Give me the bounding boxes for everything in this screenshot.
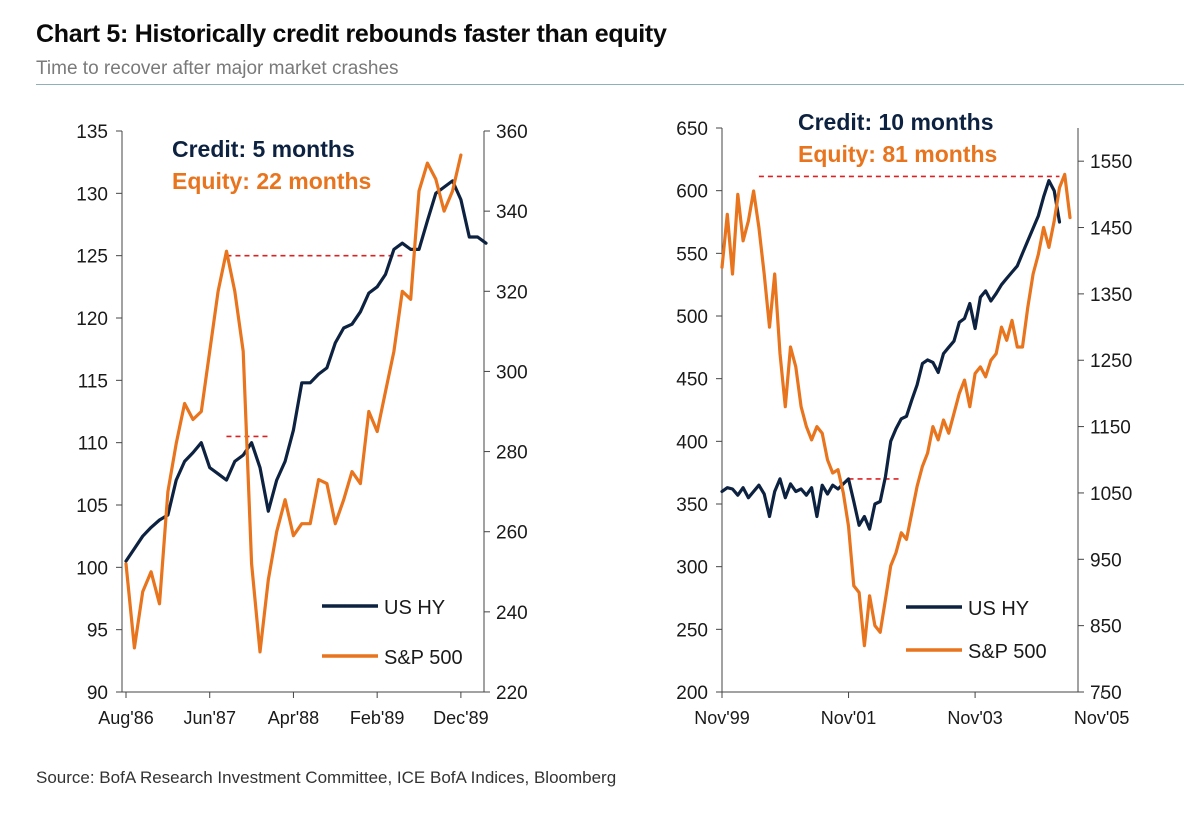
annotation-credit: Credit: 5 months [172, 136, 355, 162]
right-tick-label: 240 [496, 603, 528, 624]
chart-title: Chart 5: Historically credit rebounds fa… [36, 20, 667, 48]
left-tick-label: 90 [87, 683, 108, 704]
left-tick-label: 350 [676, 495, 708, 516]
legend-label: US HY [968, 598, 1029, 620]
left-tick-label: 135 [76, 122, 108, 143]
right-tick-label: 280 [496, 443, 528, 464]
title-divider [36, 84, 1184, 85]
right-tick-label: 950 [1090, 550, 1122, 571]
sp500-line [124, 153, 463, 654]
left-tick-label: 120 [76, 309, 108, 330]
left-tick-label: 130 [76, 184, 108, 205]
right-tick-label: 1450 [1090, 219, 1132, 240]
right-tick-label: 340 [496, 202, 528, 223]
left-tick-label: 250 [676, 620, 708, 641]
left-tick-label: 400 [676, 432, 708, 453]
right-tick-label: 1250 [1090, 351, 1132, 372]
us-hy-line [124, 179, 488, 563]
right-tick-label: 750 [1090, 683, 1122, 704]
legend-label: S&P 500 [968, 641, 1047, 663]
annotation-equity: Equity: 22 months [172, 168, 371, 194]
chart-subtitle: Time to recover after major market crash… [36, 58, 399, 79]
legend-label: US HY [384, 597, 445, 619]
left-tick-label: 100 [76, 558, 108, 579]
right-tick-label: 260 [496, 523, 528, 544]
left-tick-label: 300 [676, 558, 708, 579]
annotation-equity: Equity: 81 months [798, 141, 997, 167]
left-tick-label: 200 [676, 683, 708, 704]
x-tick-label: Nov'05 [1074, 708, 1129, 728]
left-tick-label: 115 [78, 371, 108, 392]
x-tick-label: Nov'99 [694, 708, 749, 728]
chart-2000-crash: 200 250 300 350 400 450 500 550 600 650 750 850 950 1… [676, 109, 1132, 728]
right-tick-label: 1150 [1090, 418, 1131, 439]
source-note: Source: BofA Research Investment Committ… [36, 768, 617, 787]
chart-1987-crash: 90 95 100 105 110 115 120 125 130 135 220 240 260 280… [76, 122, 527, 728]
x-tick-label: Nov'03 [947, 708, 1002, 728]
annotation-credit: Credit: 10 months [798, 109, 994, 135]
left-tick-label: 95 [87, 621, 108, 642]
right-tick-label: 220 [496, 683, 528, 704]
right-tick-label: 850 [1090, 617, 1122, 638]
right-tick-label: 1050 [1090, 484, 1132, 505]
left-tick-label: 600 [676, 182, 708, 203]
x-tick-label: Feb'89 [350, 708, 404, 728]
left-tick-label: 105 [76, 496, 108, 517]
right-tick-label: 300 [496, 362, 528, 383]
right-tick-label: 1350 [1090, 285, 1132, 306]
x-tick-label: Nov'01 [821, 708, 876, 728]
sp500-line [720, 172, 1072, 648]
right-tick-label: 1550 [1090, 152, 1132, 173]
left-tick-label: 650 [676, 119, 708, 140]
us-hy-line [720, 179, 1062, 531]
right-tick-label: 320 [496, 282, 528, 303]
left-tick-label: 110 [78, 434, 108, 455]
left-tick-label: 500 [676, 307, 708, 328]
left-tick-label: 125 [76, 247, 108, 268]
x-tick-label: Jun'87 [183, 708, 235, 728]
right-tick-label: 360 [496, 122, 528, 143]
x-tick-label: Dec'89 [433, 708, 488, 728]
legend-label: S&P 500 [384, 647, 463, 669]
x-tick-label: Aug'86 [98, 708, 154, 728]
left-tick-label: 550 [676, 244, 708, 265]
x-tick-label: Apr'88 [268, 708, 319, 728]
left-tick-label: 450 [676, 370, 708, 391]
